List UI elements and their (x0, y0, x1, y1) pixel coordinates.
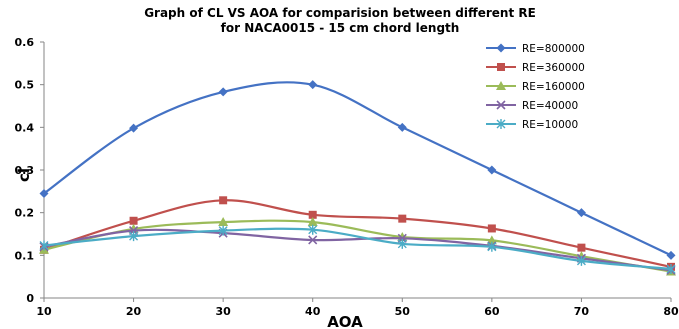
x-tick-label: 80 (663, 305, 679, 318)
data-point (487, 241, 497, 252)
data-point (218, 217, 229, 227)
data-point (577, 243, 586, 252)
data-point (308, 235, 318, 245)
series-re-10000 (39, 224, 676, 274)
series-layer (39, 80, 676, 276)
series-line (43, 81, 672, 257)
y-tick-label: 0.2 (15, 207, 35, 220)
data-point (129, 123, 139, 133)
x-tick-label: 30 (215, 305, 231, 318)
data-point (39, 240, 49, 251)
series-line (43, 199, 672, 268)
legend-label: RE=10000 (522, 119, 578, 131)
x-tick-label: 10 (36, 305, 52, 318)
chart-subtitle: for NACA0015 - 15 cm chord length (221, 21, 460, 35)
data-point (397, 122, 407, 132)
data-point (397, 238, 407, 249)
x-axis-title: AOA (327, 313, 363, 329)
y-tick-label: 0.5 (15, 79, 35, 92)
data-point (496, 43, 506, 53)
data-point (308, 210, 317, 219)
legend-label: RE=40000 (522, 100, 578, 112)
legend-entry: RE=10000 (486, 119, 578, 131)
chart-title: Graph of CL VS AOA for comparision betwe… (144, 6, 536, 20)
data-point (496, 119, 506, 129)
legend-label: RE=800000 (522, 43, 585, 55)
data-point (308, 80, 318, 90)
y-tick-label: 0.6 (15, 36, 35, 49)
series-line (43, 227, 672, 271)
data-point (219, 196, 228, 205)
data-point (487, 165, 497, 175)
axes: 0 0.1 0.2 0.3 0.4 0.5 0.6 10 20 30 40 50 60 70 80 (15, 36, 679, 318)
data-point (129, 216, 138, 225)
data-point (496, 100, 506, 110)
x-tick-label: 50 (395, 305, 411, 318)
y-tick-label: 0 (26, 292, 34, 305)
data-point (487, 224, 496, 233)
legend-entry: RE=800000 (486, 43, 585, 55)
data-point (307, 217, 318, 227)
data-point (308, 224, 318, 235)
x-tick-label: 40 (305, 305, 321, 318)
data-point (218, 87, 228, 97)
x-tick-label: 70 (574, 305, 590, 318)
legend-entry: RE=40000 (486, 100, 578, 112)
legend: RE=800000 RE=360000 RE=160000 RE=40000 RE=10… (486, 43, 585, 131)
legend-label: RE=360000 (522, 62, 585, 74)
legend-entry: RE=360000 (486, 62, 585, 74)
data-point (129, 231, 139, 242)
data-point (496, 81, 506, 90)
data-point (576, 255, 586, 266)
y-tick-label: 0.4 (15, 121, 35, 134)
y-tick-label: 0.3 (15, 164, 35, 177)
data-point (486, 235, 497, 245)
data-point (39, 188, 49, 198)
data-point (576, 208, 586, 218)
data-point (398, 214, 407, 223)
data-point (666, 250, 676, 260)
y-axis-title: cl (15, 168, 33, 182)
x-tick-label: 60 (484, 305, 500, 318)
data-point (497, 63, 505, 71)
series-line (43, 219, 672, 273)
data-point (666, 263, 676, 274)
series-re-800000 (39, 80, 676, 260)
data-point (218, 225, 228, 236)
y-tick-label: 0.1 (15, 249, 35, 262)
legend-label: RE=160000 (522, 81, 585, 93)
series-line (43, 228, 672, 272)
x-tick-label: 20 (126, 305, 142, 318)
legend-entry: RE=160000 (486, 81, 585, 93)
